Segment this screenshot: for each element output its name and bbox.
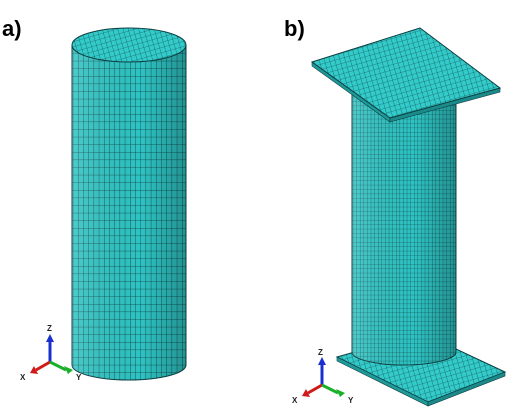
top-plate [312, 28, 500, 122]
axis-label: Y [348, 396, 354, 405]
axis-label: X [20, 373, 26, 382]
figure: a) Z X Y b) Z X Y [0, 0, 532, 413]
axis-label: X [292, 396, 298, 405]
axis-label: Y [76, 373, 82, 382]
axis-label: Z [318, 348, 323, 357]
panel-label: a) [2, 16, 22, 41]
cylinder-mesh [72, 28, 186, 380]
column-mesh [352, 95, 456, 365]
panel-label: b) [284, 16, 305, 41]
axis-label: Z [47, 324, 52, 333]
